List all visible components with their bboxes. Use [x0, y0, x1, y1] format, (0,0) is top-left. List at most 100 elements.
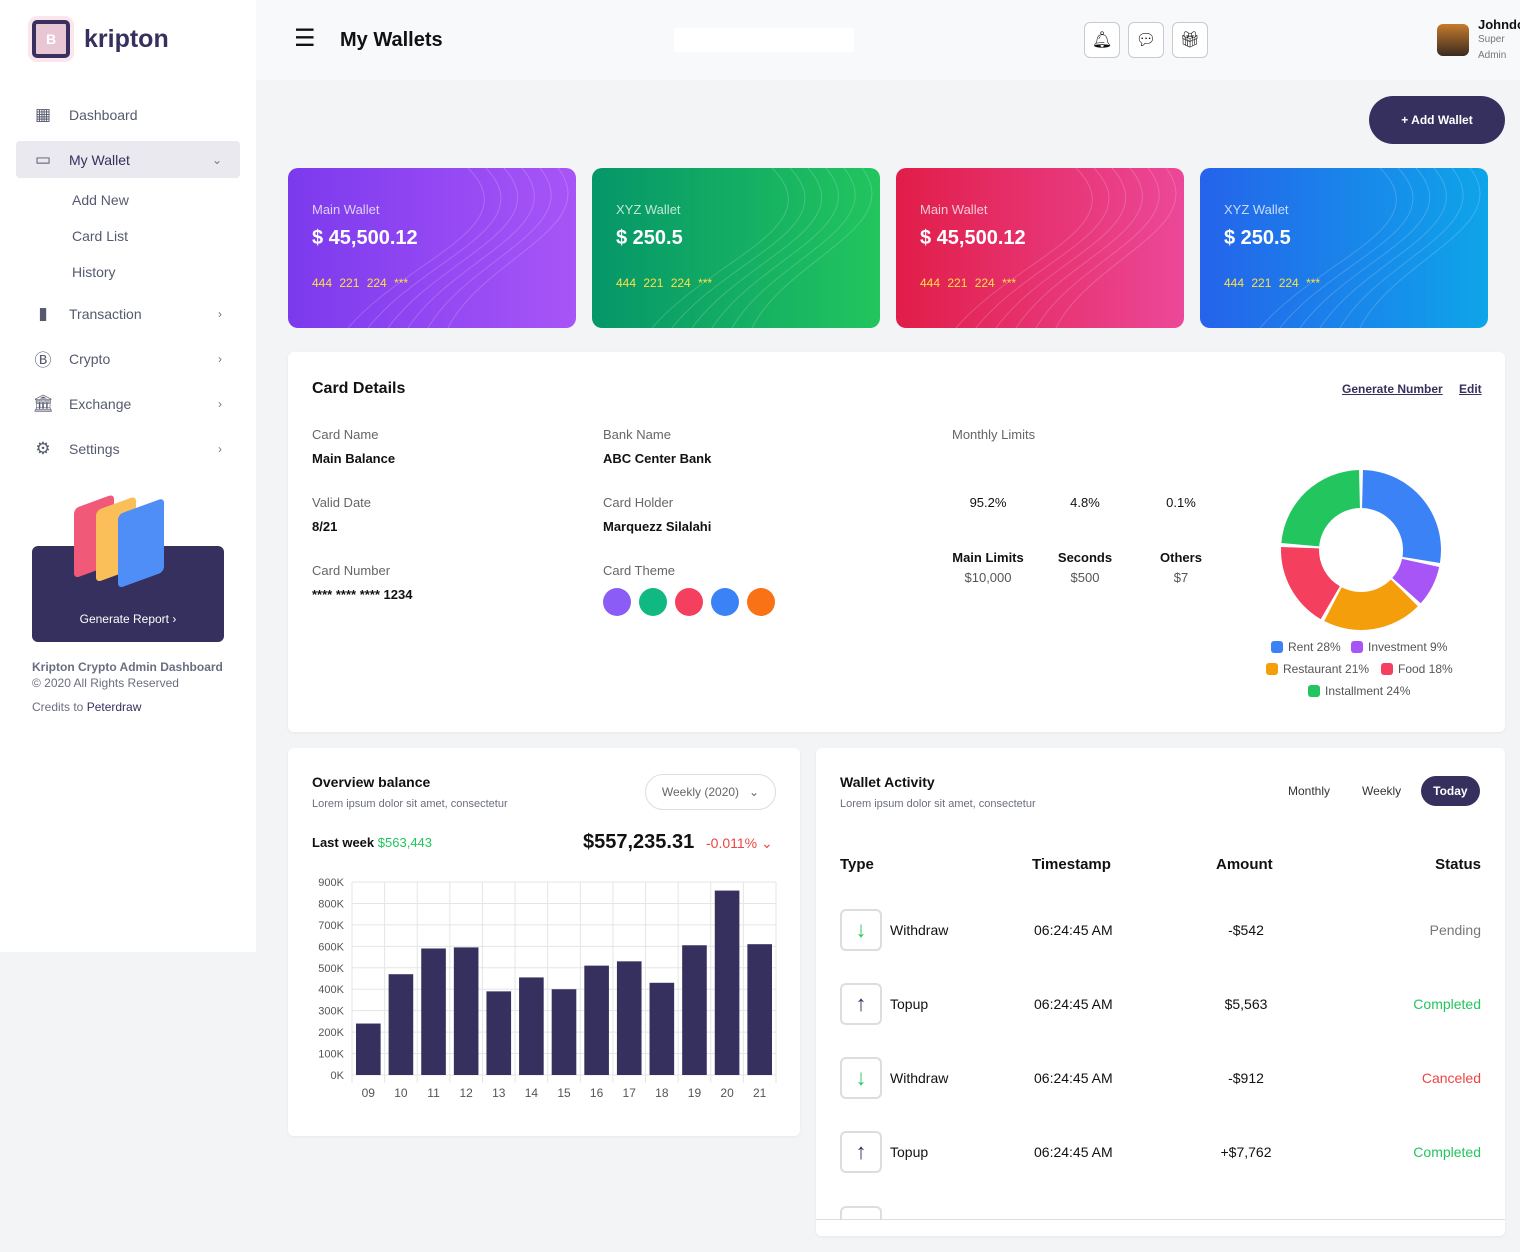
- sidebar-sub-add-new[interactable]: Add New: [72, 192, 129, 208]
- row-timestamp: 06:24:45 AM: [1034, 1144, 1113, 1160]
- wallet-card[interactable]: Main Wallet $ 45,500.12 444 221 224 ***: [288, 168, 576, 328]
- last-week-value: $563,443: [377, 835, 433, 850]
- bar[interactable]: [747, 944, 772, 1075]
- wallet-label: XYZ Wallet: [1224, 202, 1289, 217]
- page-title: My Wallets: [340, 29, 443, 51]
- overview-balance-panel: Overview balance Lorem ipsum dolor sit a…: [288, 748, 800, 1136]
- donut-slice: [1281, 470, 1360, 547]
- legend-label: Installment 24%: [1325, 684, 1411, 698]
- promo-label: Generate Report: [79, 612, 170, 626]
- wallet-label: XYZ Wallet: [616, 202, 681, 217]
- bar[interactable]: [356, 1023, 381, 1075]
- theme-swatch[interactable]: [675, 588, 703, 616]
- change-value: -0.011%: [706, 835, 758, 851]
- period-select[interactable]: Weekly (2020) ⌄: [645, 774, 776, 810]
- bar[interactable]: [519, 977, 544, 1075]
- theme-swatches: [603, 588, 783, 616]
- legend-swatch: [1381, 663, 1393, 675]
- donut-slice: [1362, 470, 1441, 564]
- limit-percent: 4.8%: [1070, 495, 1100, 510]
- y-tick-label: 800K: [318, 898, 344, 910]
- footer-copyright: © 2020 All Rights Reserved: [32, 676, 179, 690]
- sidebar-item-my-wallet[interactable]: ▭ My Wallet ⌄: [16, 141, 240, 178]
- footer-title: Kripton Crypto Admin Dashboard: [32, 660, 223, 674]
- bar[interactable]: [682, 945, 707, 1075]
- row-type: Withdraw: [890, 1070, 949, 1086]
- add-wallet-button[interactable]: + Add Wallet: [1369, 96, 1505, 144]
- hamburger-menu-icon[interactable]: ☰: [294, 25, 316, 52]
- x-tick-label: 20: [720, 1086, 734, 1100]
- tab-today[interactable]: Today: [1421, 776, 1480, 806]
- theme-swatch[interactable]: [603, 588, 631, 616]
- x-tick-label: 14: [525, 1086, 539, 1100]
- limit-name: Seconds: [1057, 550, 1113, 565]
- credits-link[interactable]: Peterdraw: [86, 700, 142, 714]
- bar[interactable]: [649, 982, 675, 1075]
- column-header-timestamp: Timestamp: [1032, 856, 1111, 873]
- chevron-right-icon: ›: [218, 441, 222, 456]
- legend-item: Restaurant 21%: [1266, 662, 1369, 676]
- sidebar-item-settings[interactable]: ⚙ Settings ›: [16, 430, 240, 467]
- edit-link[interactable]: Edit: [1459, 382, 1482, 396]
- nav-label: Dashboard: [69, 106, 138, 123]
- bar[interactable]: [551, 989, 577, 1075]
- chevron-down-icon: ⌄: [749, 785, 760, 799]
- bar[interactable]: [714, 890, 740, 1075]
- limit-percent: 95.2%: [969, 495, 1007, 510]
- bar[interactable]: [453, 947, 479, 1075]
- sidebar-sub-card-list[interactable]: Card List: [72, 228, 129, 244]
- table-row[interactable]: ↑ Topup 06:24:45 AM $5,563 Completed: [840, 983, 1481, 1025]
- wallet-card[interactable]: XYZ Wallet $ 250.5 444 221 224 ***: [1200, 168, 1488, 328]
- limit-amount: $10,000: [964, 570, 1012, 585]
- x-tick-label: 16: [590, 1086, 604, 1100]
- x-tick-label: 17: [623, 1086, 637, 1100]
- y-tick-label: 300K: [318, 1006, 344, 1018]
- theme-swatch[interactable]: [711, 588, 739, 616]
- row-amount: $5,563: [1224, 996, 1268, 1012]
- wallet-amount: $ 45,500.12: [920, 227, 1026, 249]
- bar[interactable]: [421, 948, 446, 1075]
- row-type: Withdraw: [890, 922, 949, 938]
- y-tick-label: 700K: [318, 920, 344, 932]
- y-tick-label: 0K: [331, 1070, 345, 1082]
- wallet-card[interactable]: XYZ Wallet $ 250.5 444 221 224 ***: [592, 168, 880, 328]
- sidebar-item-transaction[interactable]: ▮ Transaction ›: [16, 295, 240, 332]
- bar[interactable]: [388, 974, 414, 1075]
- tab-weekly[interactable]: Weekly: [1362, 784, 1402, 798]
- gift-icon[interactable]: 🎁︎: [1172, 22, 1208, 58]
- bank-name-value: ABC Center Bank: [603, 451, 712, 466]
- search-input[interactable]: [674, 28, 854, 52]
- donut-slice: [1281, 546, 1340, 620]
- theme-swatch[interactable]: [639, 588, 667, 616]
- card-number-value: **** **** **** 1234: [312, 587, 413, 602]
- bar[interactable]: [584, 965, 609, 1075]
- bell-icon[interactable]: 🔔︎: [1084, 22, 1120, 58]
- legend-swatch: [1266, 663, 1278, 675]
- sidebar-sub-history[interactable]: History: [72, 264, 116, 280]
- bar[interactable]: [486, 991, 512, 1075]
- horizontal-scrollbar[interactable]: [816, 1219, 1505, 1236]
- chip-logo-icon: B: [32, 20, 70, 58]
- chat-icon[interactable]: 💬︎: [1128, 22, 1164, 58]
- row-timestamp: 06:24:45 AM: [1034, 1070, 1113, 1086]
- table-row[interactable]: ↓ Withdraw 06:24:45 AM -$542 Pending: [840, 909, 1481, 951]
- tab-monthly[interactable]: Monthly: [1288, 784, 1331, 798]
- books-illustration: [74, 495, 164, 588]
- bar[interactable]: [616, 961, 642, 1075]
- nav-label: Crypto: [69, 350, 111, 367]
- wallet-amount: $ 45,500.12: [312, 227, 418, 249]
- wave-pattern: [651, 168, 873, 328]
- avatar[interactable]: [1437, 24, 1469, 56]
- limit-name: Main Limits: [952, 550, 1024, 565]
- generate-number-link[interactable]: Generate Number: [1342, 382, 1443, 396]
- wallet-card[interactable]: Main Wallet $ 45,500.12 444 221 224 ***: [896, 168, 1184, 328]
- sidebar-item-exchange[interactable]: 🏛 Exchange ›: [16, 385, 240, 422]
- table-row[interactable]: ↓ Withdraw 06:24:45 AM -$912 Canceled: [840, 1057, 1481, 1099]
- wallet-number: 444 221 224 ***: [312, 276, 409, 290]
- sidebar-item-dashboard[interactable]: ▦ Dashboard: [16, 96, 240, 133]
- sidebar-item-crypto[interactable]: Ⓑ Crypto ›: [16, 340, 240, 377]
- x-tick-label: 21: [753, 1086, 767, 1100]
- table-row[interactable]: ↑ Topup 06:24:45 AM +$7,762 Completed: [840, 1131, 1481, 1173]
- theme-swatch[interactable]: [747, 588, 775, 616]
